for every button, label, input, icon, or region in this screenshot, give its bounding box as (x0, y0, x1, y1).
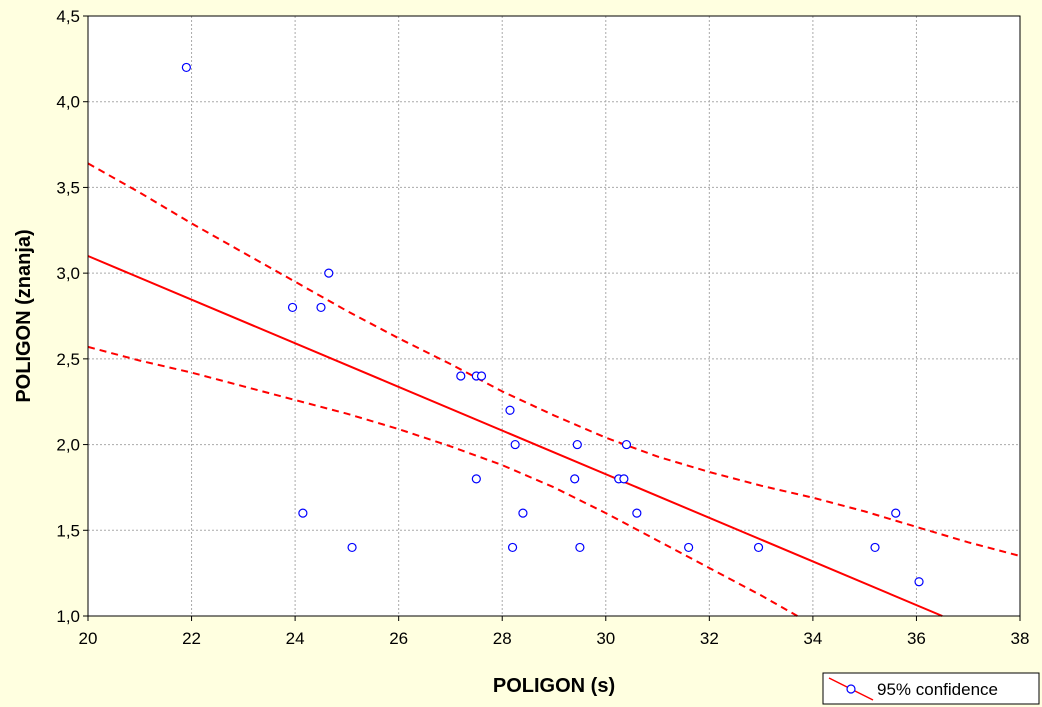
x-tick-label: 20 (79, 629, 98, 648)
data-point (684, 542, 694, 553)
x-tick-label: 22 (182, 629, 201, 648)
data-point (505, 405, 515, 415)
y-tick-label: 1,0 (56, 607, 80, 626)
data-point (324, 268, 334, 278)
axis-ticks: 20 22 24 26 28 30 32 34 36 38 1,0 1,5 2,0 2,5 3,0 3,5 4,… (56, 7, 1029, 648)
data-point (298, 508, 308, 518)
x-tick-label: 36 (907, 629, 926, 648)
data-points (181, 62, 924, 587)
data-point (347, 542, 357, 553)
data-point (456, 371, 466, 381)
data-point (632, 508, 642, 518)
legend-box (822, 672, 1040, 705)
data-point (287, 302, 298, 313)
y-tick-label: 4,5 (56, 7, 80, 26)
y-tick-label: 1,5 (56, 521, 80, 540)
data-point (507, 542, 518, 553)
x-tick-label: 30 (596, 629, 615, 648)
plot-area (88, 16, 1020, 616)
data-point (518, 508, 528, 518)
series (87, 162, 1021, 617)
data-point (621, 439, 632, 450)
y-tick-label: 4,0 (56, 93, 80, 112)
y-tick-label: 3,5 (56, 178, 80, 197)
data-point (753, 542, 764, 553)
y-tick-label: 2,5 (56, 350, 80, 369)
x-tick-label: 38 (1011, 629, 1030, 648)
data-point (575, 542, 585, 553)
x-tick-label: 24 (286, 629, 305, 648)
plot-frame (87, 15, 1021, 617)
y-tick-label: 3,0 (56, 264, 80, 283)
upper-confidence-band (87, 162, 1021, 557)
data-point (316, 302, 326, 313)
data-point (510, 439, 520, 450)
x-tick-label: 32 (700, 629, 719, 648)
y-axis-title: POLIGON (znanja) (13, 229, 35, 402)
data-point (471, 474, 481, 484)
lower-confidence-band (87, 345, 798, 617)
legend-label: 95% confidence (877, 680, 998, 699)
data-point (572, 439, 582, 450)
data-point (476, 371, 487, 381)
data-point (891, 508, 901, 518)
data-point (570, 474, 580, 484)
legend-marker-sample (846, 684, 856, 694)
x-axis-title: POLIGON (s) (493, 675, 615, 697)
data-point (914, 577, 924, 587)
y-tick-label: 2,0 (56, 436, 80, 455)
legend: 95% confidence (822, 672, 1040, 705)
data-point (619, 474, 629, 484)
regression-line (87, 255, 943, 617)
x-tick-label: 28 (493, 629, 512, 648)
grid (88, 16, 1020, 616)
x-tick-label: 26 (389, 629, 408, 648)
x-tick-label: 34 (803, 629, 822, 648)
data-point (870, 542, 880, 553)
data-point (181, 62, 191, 73)
